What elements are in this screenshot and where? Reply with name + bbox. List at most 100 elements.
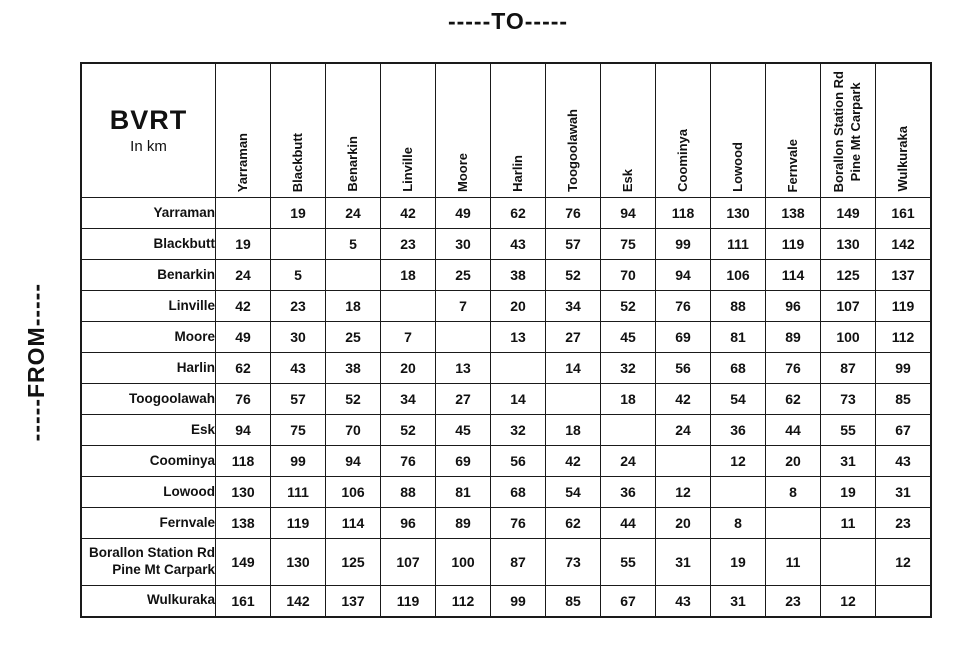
distance-cell: 52 <box>380 414 436 446</box>
diagonal-cell <box>600 414 656 446</box>
distance-cell: 7 <box>435 290 491 322</box>
distance-cell: 30 <box>270 321 326 353</box>
distance-cell: 45 <box>600 321 656 353</box>
distance-cell: 20 <box>490 290 546 322</box>
distance-cell: 38 <box>325 352 381 384</box>
distance-cell: 76 <box>490 507 546 539</box>
distance-cell: 125 <box>820 259 876 291</box>
distance-cell: 36 <box>600 476 656 508</box>
distance-cell: 99 <box>655 228 711 260</box>
distance-cell: 20 <box>655 507 711 539</box>
distance-cell: 130 <box>820 228 876 260</box>
distance-cell: 130 <box>215 476 271 508</box>
distance-cell: 18 <box>325 290 381 322</box>
distance-cell: 68 <box>490 476 546 508</box>
diagonal-cell <box>710 476 766 508</box>
table-row: Wulkuraka 161 142 137 119 112 99 85 67 43 31 23 12 <box>80 585 932 617</box>
col-header-label: Wulkuraka <box>894 126 910 192</box>
distance-cell: 54 <box>710 383 766 415</box>
col-header: Harlin <box>490 62 546 198</box>
distance-cell: 27 <box>545 321 601 353</box>
distance-cell: 32 <box>600 352 656 384</box>
col-header-label: Lowood <box>729 142 745 192</box>
diagonal-cell <box>655 445 711 477</box>
distance-table: BVRT In km Yarraman Blackbutt Benarkin Linv… <box>80 62 932 618</box>
distance-cell: 24 <box>655 414 711 446</box>
row-header: Blackbutt <box>80 228 216 260</box>
col-header-label: Benarkin <box>344 136 360 192</box>
distance-cell: 19 <box>820 476 876 508</box>
distance-cell: 18 <box>545 414 601 446</box>
distance-cell: 34 <box>380 383 436 415</box>
distance-cell: 114 <box>325 507 381 539</box>
distance-cell: 20 <box>765 445 821 477</box>
distance-cell: 31 <box>710 585 766 617</box>
row-header: Yarraman <box>80 197 216 229</box>
distance-cell: 149 <box>215 538 271 586</box>
distance-cell: 12 <box>820 585 876 617</box>
row-header: Fernvale <box>80 507 216 539</box>
distance-cell: 114 <box>765 259 821 291</box>
distance-cell: 89 <box>765 321 821 353</box>
distance-cell: 85 <box>875 383 932 415</box>
distance-cell: 118 <box>655 197 711 229</box>
distance-cell: 96 <box>765 290 821 322</box>
col-header: Esk <box>600 62 656 198</box>
row-header: Wulkuraka <box>80 585 216 617</box>
table-title: BVRT <box>109 105 188 136</box>
distance-cell: 31 <box>875 476 932 508</box>
distance-cell: 43 <box>655 585 711 617</box>
distance-cell: 18 <box>600 383 656 415</box>
col-header-label: Esk <box>619 168 635 192</box>
diagonal-cell <box>490 352 546 384</box>
distance-cell: 23 <box>270 290 326 322</box>
distance-cell: 111 <box>710 228 766 260</box>
distance-cell: 5 <box>325 228 381 260</box>
row-header: Toogoolawah <box>80 383 216 415</box>
diagonal-cell <box>325 259 381 291</box>
distance-cell: 62 <box>215 352 271 384</box>
col-header-label: Toogoolawah <box>564 109 580 192</box>
table-row: Moore 49 30 25 7 13 27 45 69 81 89 100 112 <box>80 321 932 353</box>
distance-cell: 7 <box>380 321 436 353</box>
distance-cell: 125 <box>325 538 381 586</box>
col-header: Fernvale <box>765 62 821 198</box>
distance-cell: 88 <box>710 290 766 322</box>
distance-cell: 54 <box>545 476 601 508</box>
corner-cell: BVRT In km <box>80 62 216 198</box>
distance-cell: 23 <box>875 507 932 539</box>
distance-cell: 99 <box>270 445 326 477</box>
col-header: Wulkuraka <box>875 62 932 198</box>
distance-cell: 118 <box>215 445 271 477</box>
distance-cell: 36 <box>710 414 766 446</box>
distance-cell: 137 <box>875 259 932 291</box>
table-header: BVRT In km Yarraman Blackbutt Benarkin Linv… <box>80 62 932 198</box>
table-row: Fernvale 138 119 114 96 89 76 62 44 20 8 11 23 <box>80 507 932 539</box>
distance-cell: 75 <box>270 414 326 446</box>
distance-cell: 19 <box>270 197 326 229</box>
from-axis-container: -----FROM----- <box>10 62 62 662</box>
distance-cell: 138 <box>765 197 821 229</box>
col-header-label: Harlin <box>509 155 525 192</box>
distance-cell: 45 <box>435 414 491 446</box>
distance-cell: 52 <box>545 259 601 291</box>
diagonal-cell <box>215 197 271 229</box>
distance-cell: 81 <box>710 321 766 353</box>
distance-cell: 8 <box>765 476 821 508</box>
table-row: Yarraman 19 24 42 49 62 76 94 118 130 138 149 161 <box>80 197 932 229</box>
distance-cell: 119 <box>765 228 821 260</box>
distance-cell: 138 <box>215 507 271 539</box>
distance-cell: 12 <box>655 476 711 508</box>
distance-cell: 68 <box>710 352 766 384</box>
distance-cell: 56 <box>490 445 546 477</box>
row-header: Linville <box>80 290 216 322</box>
distance-cell: 76 <box>215 383 271 415</box>
distance-cell: 57 <box>545 228 601 260</box>
distance-cell: 161 <box>875 197 932 229</box>
distance-cell: 99 <box>490 585 546 617</box>
col-header: Benarkin <box>325 62 381 198</box>
table-row: Lowood 130 111 106 88 81 68 54 36 12 8 19 31 <box>80 476 932 508</box>
col-header-label: Coominya <box>674 129 690 192</box>
distance-cell: 12 <box>710 445 766 477</box>
distance-cell: 161 <box>215 585 271 617</box>
